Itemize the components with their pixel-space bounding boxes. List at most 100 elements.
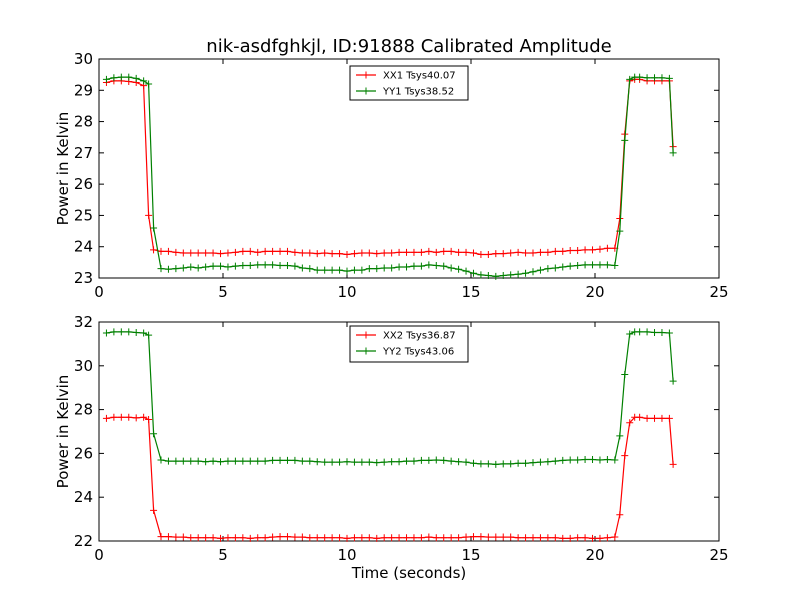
- data-point: [484, 460, 492, 468]
- data-point: [254, 457, 262, 465]
- data-point: [194, 457, 202, 465]
- data-point: [283, 456, 291, 464]
- data-point: [343, 267, 351, 275]
- data-point: [469, 249, 477, 257]
- x-tick-label: 15: [461, 283, 480, 301]
- data-point: [224, 249, 232, 257]
- data-point: [499, 250, 507, 258]
- y-tick-label: 25: [74, 206, 93, 224]
- x-tick-label: 15: [461, 546, 480, 564]
- data-point: [643, 414, 651, 422]
- y-tick-label: 27: [74, 144, 93, 162]
- data-point: [665, 329, 673, 337]
- data-point: [574, 246, 582, 254]
- x-tick-label: 25: [709, 283, 728, 301]
- data-point: [365, 249, 373, 257]
- legend-label: XX2 Tsys36.87: [383, 331, 456, 342]
- y-tick-label: 23: [74, 269, 93, 287]
- data-point: [373, 534, 381, 542]
- data-point: [172, 533, 180, 541]
- data-point: [145, 331, 153, 339]
- data-point: [507, 460, 515, 468]
- data-point: [321, 249, 329, 257]
- legend-box: [349, 65, 469, 101]
- data-point: [164, 265, 172, 273]
- data-point: [507, 271, 515, 279]
- data-point: [522, 459, 530, 467]
- data-point: [187, 457, 195, 465]
- data-point: [239, 457, 247, 465]
- data-point: [350, 458, 358, 466]
- data-point: [536, 266, 544, 274]
- data-point: [395, 534, 403, 542]
- data-point: [365, 265, 373, 273]
- data-point: [343, 534, 351, 542]
- data-point: [574, 456, 582, 464]
- x-tick-label: 10: [337, 546, 356, 564]
- data-point: [187, 249, 195, 257]
- legend-marker: [362, 87, 370, 95]
- data-point: [395, 458, 403, 466]
- data-point: [469, 269, 477, 277]
- data-point: [522, 249, 530, 257]
- axes-frame: [98, 321, 720, 542]
- legend-label: YY2 Tsys43.06: [382, 347, 454, 358]
- data-point: [388, 249, 396, 257]
- data-point: [636, 328, 644, 336]
- data-point: [566, 456, 574, 464]
- data-point: [231, 248, 239, 256]
- data-point: [157, 247, 165, 255]
- chart-title: nik-asdfghkjl, ID:91888 Calibrated Ampli…: [206, 36, 611, 57]
- data-point: [150, 506, 158, 514]
- legend-label: YY1 Tsys38.52: [382, 87, 454, 98]
- data-point: [432, 456, 440, 464]
- data-point: [522, 269, 530, 277]
- data-point: [611, 456, 619, 464]
- data-point: [410, 457, 418, 465]
- data-point: [202, 249, 210, 257]
- data-point: [110, 74, 118, 82]
- x-tick-label: 0: [94, 283, 104, 301]
- data-point: [621, 136, 629, 144]
- data-point: [514, 248, 522, 256]
- data-point: [514, 534, 522, 542]
- data-point: [621, 452, 629, 460]
- data-point: [102, 329, 110, 337]
- data-point: [566, 534, 574, 542]
- data-point: [117, 328, 125, 336]
- legend-marker: [362, 331, 370, 339]
- data-point: [440, 534, 448, 542]
- data-point: [574, 261, 582, 269]
- data-point: [395, 248, 403, 256]
- data-point: [231, 262, 239, 270]
- data-point: [239, 247, 247, 255]
- data-point: [455, 458, 463, 466]
- data-point: [217, 262, 225, 270]
- data-point: [507, 249, 515, 257]
- data-point: [140, 413, 148, 421]
- data-point: [269, 247, 277, 255]
- data-point: [150, 246, 158, 254]
- data-point: [544, 265, 552, 273]
- data-point: [651, 414, 659, 422]
- x-tick-label: 25: [709, 546, 728, 564]
- data-point: [581, 534, 589, 542]
- data-point: [172, 457, 180, 465]
- data-point: [559, 534, 567, 542]
- data-point: [179, 249, 187, 257]
- data-point: [388, 264, 396, 272]
- y-axis-label: Power in Kelvin: [54, 112, 72, 226]
- data-point: [179, 264, 187, 272]
- data-point: [581, 261, 589, 269]
- x-tick-label: 20: [585, 283, 604, 301]
- data-point: [194, 534, 202, 542]
- legend-box: [349, 325, 469, 363]
- data-point: [231, 457, 239, 465]
- data-point: [261, 247, 269, 255]
- data-point: [187, 263, 195, 271]
- data-point: [440, 262, 448, 270]
- data-point: [611, 533, 619, 541]
- data-point: [328, 458, 336, 466]
- data-point: [313, 266, 321, 274]
- data-point: [410, 248, 418, 256]
